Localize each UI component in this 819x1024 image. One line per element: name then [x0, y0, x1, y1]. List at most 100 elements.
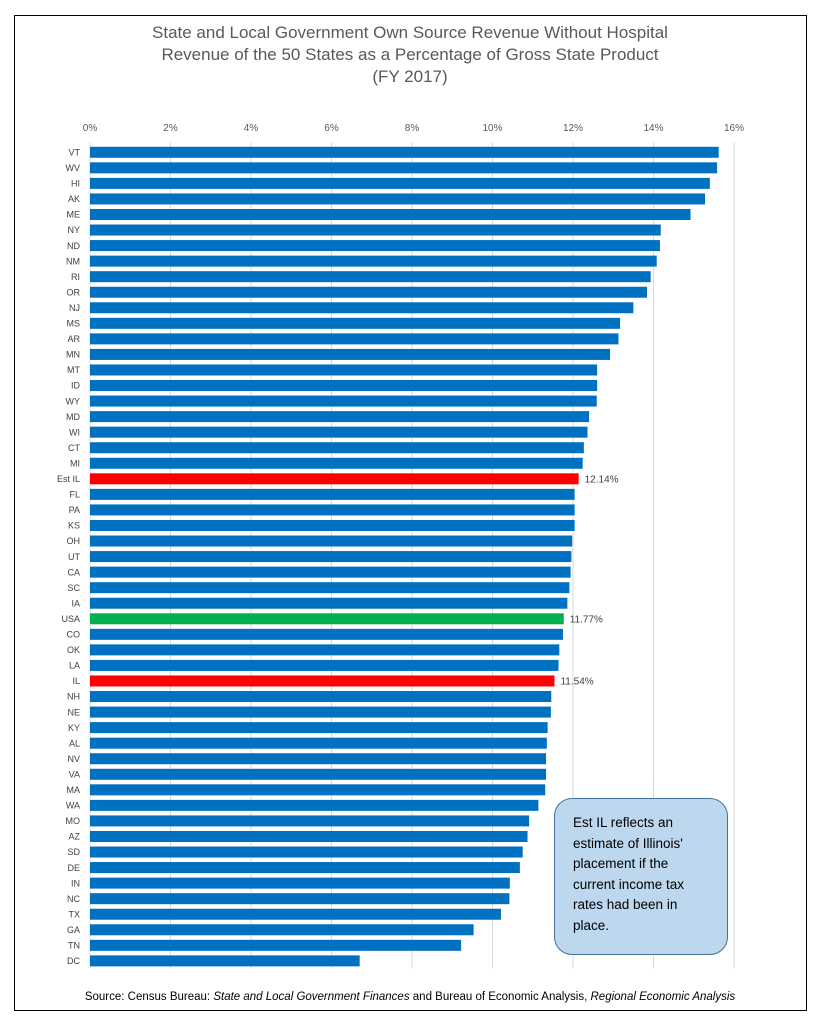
category-label: WV — [66, 163, 81, 173]
source-note: Source: Census Bureau: State and Local G… — [20, 991, 800, 1003]
bar — [90, 955, 360, 967]
bar — [90, 768, 547, 780]
chart-title-line-2: Revenue of the 50 States as a Percentage… — [161, 45, 659, 64]
bar — [90, 162, 718, 174]
bar — [90, 535, 573, 547]
category-label: VA — [69, 769, 80, 779]
bar — [90, 380, 598, 392]
category-label: FL — [69, 490, 80, 500]
x-tick-label: 6% — [324, 123, 339, 134]
bar — [90, 597, 568, 609]
bar — [90, 224, 661, 236]
category-label: IL — [72, 676, 80, 686]
category-label: KS — [68, 521, 80, 531]
category-label: IN — [71, 878, 80, 888]
x-tick-label: 12% — [563, 123, 583, 134]
category-label: NJ — [69, 303, 80, 313]
category-label: NV — [67, 754, 80, 764]
category-label: TX — [68, 909, 80, 919]
category-label: IA — [71, 598, 80, 608]
note-line-2: estimate of Illinois' — [573, 835, 683, 851]
category-label: KY — [68, 723, 80, 733]
bar — [90, 317, 621, 329]
bar — [90, 737, 547, 749]
category-label: NM — [66, 256, 80, 266]
category-label: PA — [69, 505, 80, 515]
note-line-1: Est IL reflects an — [573, 815, 674, 830]
bar — [90, 208, 691, 220]
source-middle: and Bureau of Economic Analysis, — [409, 991, 591, 1003]
category-label: OR — [67, 287, 81, 297]
note-line-6: place. — [573, 917, 610, 933]
category-label: CT — [68, 443, 80, 453]
category-label: DC — [67, 956, 80, 966]
category-label: VT — [68, 147, 80, 157]
category-label: OH — [67, 536, 81, 546]
category-label: ID — [71, 381, 81, 391]
bar — [90, 659, 559, 671]
note-line-5: rates had been in — [573, 897, 678, 912]
data-label: 11.77% — [570, 614, 603, 625]
bar — [90, 333, 619, 345]
category-label: OK — [67, 645, 80, 655]
category-label: MI — [70, 458, 80, 468]
bar — [90, 628, 563, 640]
bar — [90, 799, 539, 811]
note-line-4: current income tax — [573, 876, 685, 892]
category-label: MT — [67, 365, 80, 375]
category-label: AL — [69, 738, 80, 748]
source-italic-1: State and Local Government Finances — [213, 991, 410, 1003]
category-label: AZ — [68, 832, 80, 842]
category-label: Est IL — [57, 474, 80, 484]
bar — [90, 862, 520, 874]
bar — [90, 146, 719, 158]
bar — [90, 691, 552, 703]
bar — [90, 706, 551, 718]
category-label: CO — [67, 630, 81, 640]
bar — [90, 193, 706, 205]
bar — [90, 939, 462, 951]
bar — [90, 348, 611, 360]
x-tick-label: 10% — [482, 123, 502, 134]
category-label: NE — [67, 707, 80, 717]
chart-title-line-1: State and Local Government Own Source Re… — [152, 23, 668, 42]
bar — [90, 830, 528, 842]
category-label: ME — [67, 210, 81, 220]
bar — [90, 753, 547, 765]
bar — [90, 411, 590, 423]
category-label: AR — [67, 334, 80, 344]
source-italic-2: Regional Economic Analysis — [590, 991, 736, 1003]
category-label: GA — [67, 925, 80, 935]
bar — [90, 675, 555, 687]
bar — [90, 519, 575, 531]
x-tick-label: 4% — [244, 123, 259, 134]
bar — [90, 893, 510, 905]
x-tick-label: 14% — [643, 123, 663, 134]
category-label: TN — [68, 941, 80, 951]
bar — [90, 364, 598, 376]
bar — [90, 286, 648, 298]
bar — [90, 815, 530, 827]
category-label: WA — [66, 801, 80, 811]
category-label: NC — [67, 894, 80, 904]
bar — [90, 271, 651, 283]
source-prefix: Source: Census Bureau: — [84, 991, 214, 1003]
data-label: 12.14% — [585, 474, 619, 485]
note-line-3: placement if the — [573, 856, 669, 871]
category-label: RI — [71, 272, 80, 282]
bar — [90, 488, 575, 500]
category-label: AK — [68, 194, 80, 204]
category-label: SD — [67, 847, 80, 857]
category-label: USA — [61, 614, 80, 624]
x-tick-label: 0% — [83, 123, 98, 134]
bar — [90, 255, 657, 267]
bar — [90, 395, 597, 407]
x-tick-label: 2% — [163, 123, 178, 134]
chart-title-line-3: (FY 2017) — [372, 67, 448, 86]
category-label: CA — [67, 567, 80, 577]
category-label: ND — [67, 241, 80, 251]
bar — [90, 784, 546, 796]
bar — [90, 644, 560, 656]
bar — [90, 177, 710, 189]
category-label: MO — [66, 816, 81, 826]
